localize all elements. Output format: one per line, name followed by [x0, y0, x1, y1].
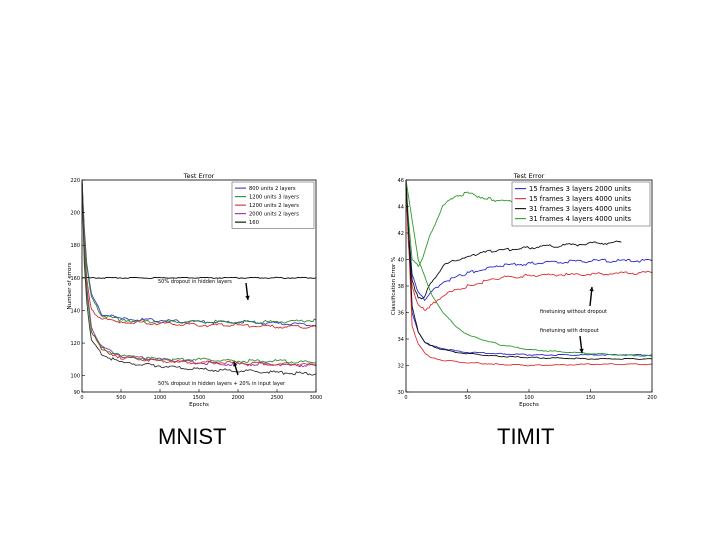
- legend-entry: 31 frames 3 layers 4000 units: [529, 205, 632, 213]
- y-tick-label: 44: [398, 205, 404, 211]
- series-line-6: [81, 179, 317, 364]
- x-axis-label: Epochs: [189, 402, 209, 408]
- series-line-5: [405, 179, 653, 367]
- series-line-2: [405, 179, 622, 300]
- series-line-1: [81, 179, 317, 325]
- annotation-arrowhead: [579, 348, 584, 353]
- series-line-6: [405, 179, 653, 360]
- y-tick-label: 200: [70, 211, 80, 217]
- timit-chart-panel: Test Error 0 50 100 150 200 30 32 34 36 38 40 42 44 46…: [382, 170, 660, 410]
- x-tick-label: 100: [524, 395, 534, 401]
- annotation-text: 50% dropout in hidden layers + 20% in in…: [158, 381, 286, 387]
- annotation-text: 50% dropout in hidden layers: [158, 279, 232, 285]
- annotation-text: finetuning with dropout: [540, 328, 599, 334]
- legend-entry: 15 frames 3 layers 2000 units: [529, 185, 632, 193]
- y-tick-label: 140: [70, 308, 80, 314]
- annotation-arrowhead: [233, 362, 238, 367]
- x-tick-label: 3000: [310, 395, 323, 401]
- series-line-7: [81, 179, 317, 376]
- y-tick-label: 100: [70, 374, 80, 380]
- series-line-2: [81, 179, 317, 329]
- y-tick-label: 34: [398, 337, 404, 343]
- x-tick-label: 200: [647, 395, 657, 401]
- y-tick-label: 42: [398, 231, 404, 237]
- x-axis-label: Epochs: [519, 402, 539, 408]
- legend-entry: 31 frames 4 layers 4000 units: [529, 215, 632, 223]
- x-tick-label: 500: [116, 395, 126, 401]
- x-tick-label: 2000: [232, 395, 245, 401]
- mnist-chart-panel: Test Error 0 500 1000 1500 2000 2500 3000 90 100 1…: [66, 170, 324, 410]
- legend-box: [511, 181, 651, 227]
- series-line-5: [81, 179, 317, 366]
- annotation-arrowhead: [245, 295, 250, 300]
- x-tick-label: 1500: [193, 395, 206, 401]
- y-tick-label: 160: [70, 276, 80, 282]
- legend-entry: 2000 units 2 layers: [249, 211, 299, 217]
- mnist-test-error-chart: Test Error 0 500 1000 1500 2000 2500 3000 90 100 1…: [67, 172, 323, 408]
- y-tick-label: 30: [398, 390, 404, 396]
- legend-entry: 1200 units 2 layers: [249, 203, 299, 209]
- y-tick-label: 120: [70, 341, 80, 347]
- y-tick-label: 38: [398, 284, 404, 290]
- y-tick-label: 36: [398, 311, 404, 317]
- y-tick-label: 180: [70, 243, 80, 249]
- annotation-arrowhead: [589, 287, 594, 292]
- legend-entry: 15 frames 3 layers 4000 units: [529, 195, 632, 203]
- chart-title: Test Error: [513, 172, 545, 180]
- x-tick-label: 0: [80, 395, 83, 401]
- x-tick-label: 0: [404, 395, 407, 401]
- x-tick-label: 150: [586, 395, 596, 401]
- series-line-1: [405, 179, 653, 311]
- y-axis-label: Classification Error %: [391, 257, 397, 316]
- y-tick-label: 220: [70, 178, 80, 184]
- legend-entry: 800 units 2 layers: [249, 186, 296, 192]
- x-tick-label: 1000: [154, 395, 167, 401]
- legend-entry: 1200 units 3 layers: [249, 194, 299, 200]
- series-line-0: [405, 179, 653, 302]
- series-line-4: [81, 276, 317, 279]
- y-tick-label: 90: [74, 390, 80, 396]
- y-tick-label: 46: [398, 178, 404, 184]
- legend-entry: 160: [249, 220, 259, 226]
- series-line-7: [405, 179, 653, 357]
- chart-title: Test Error: [183, 172, 215, 180]
- x-tick-label: 50: [464, 395, 470, 401]
- timit-caption: TIMIT: [497, 424, 555, 449]
- x-tick-label: 2500: [271, 395, 284, 401]
- timit-test-error-chart: Test Error 0 50 100 150 200 30 32 34 36 38 40 42 44 46…: [391, 172, 657, 408]
- y-axis-label: Number of errors: [67, 262, 73, 309]
- y-tick-label: 32: [398, 364, 404, 370]
- annotation-text: finetuning without dropout: [540, 309, 607, 315]
- y-tick-label: 40: [398, 258, 404, 264]
- mnist-caption: MNIST: [158, 424, 227, 449]
